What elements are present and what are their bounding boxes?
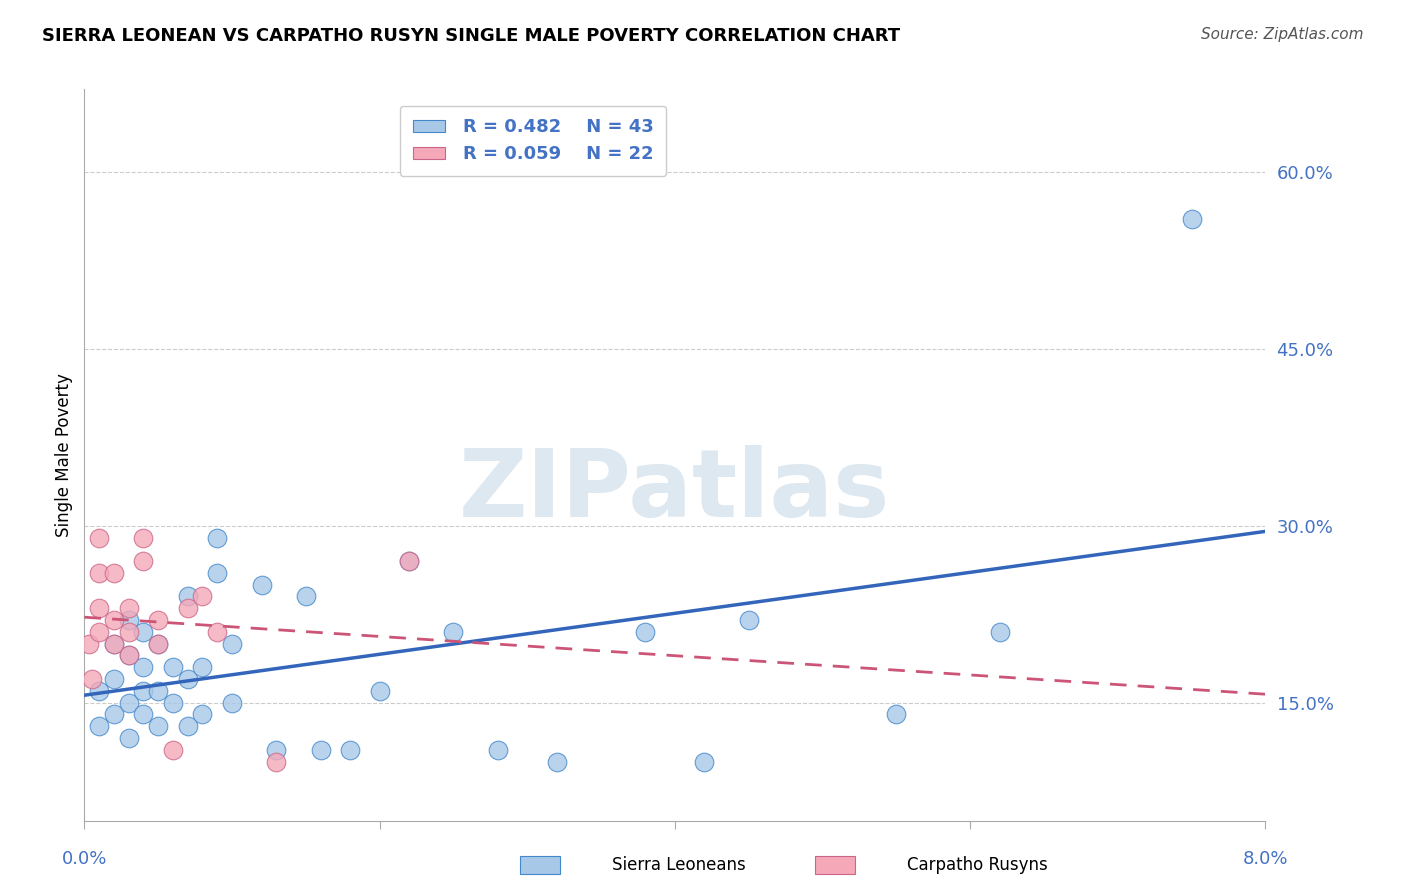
Point (77, 637, 100, 651)
Point (737, 613, 759, 627)
Point (87, 601, 111, 615)
Point (148, 637, 170, 651)
Point (221, 637, 243, 651)
Point (87, 719, 111, 733)
Point (205, 624, 228, 639)
Point (177, 719, 200, 733)
Point (118, 731, 141, 745)
Legend: R = 0.482    N = 43, R = 0.059    N = 22: R = 0.482 N = 43, R = 0.059 N = 22 (399, 105, 666, 176)
Point (339, 743, 361, 757)
Point (988, 624, 1011, 639)
Point (205, 531, 228, 545)
Point (177, 590, 200, 604)
Point (309, 743, 332, 757)
Point (295, 590, 318, 604)
Point (148, 684, 170, 698)
Point (205, 566, 228, 580)
Text: Sierra Leoneans: Sierra Leoneans (612, 856, 745, 874)
Text: 8.0%: 8.0% (1243, 850, 1288, 868)
Point (87, 531, 111, 545)
Point (118, 696, 141, 710)
Point (118, 648, 141, 663)
Text: 0.0%: 0.0% (62, 850, 107, 868)
Point (103, 707, 125, 722)
Point (486, 743, 509, 757)
Point (103, 637, 125, 651)
Point (87, 684, 111, 698)
Point (103, 672, 125, 686)
Point (191, 660, 214, 674)
Point (162, 743, 184, 757)
Point (162, 660, 184, 674)
Point (250, 577, 273, 591)
Point (132, 624, 155, 639)
Point (148, 637, 170, 651)
Text: SIERRA LEONEAN VS CARPATHO RUSYN SINGLE MALE POVERTY CORRELATION CHART: SIERRA LEONEAN VS CARPATHO RUSYN SINGLE … (42, 27, 900, 45)
Point (264, 743, 288, 757)
Point (132, 554, 155, 568)
Point (264, 755, 288, 769)
Point (886, 707, 908, 722)
Point (546, 755, 568, 769)
Point (398, 554, 420, 568)
Point (177, 672, 200, 686)
Point (1180, 211, 1202, 226)
Text: Source: ZipAtlas.com: Source: ZipAtlas.com (1201, 27, 1364, 42)
Point (103, 566, 125, 580)
Point (132, 684, 155, 698)
Point (162, 696, 184, 710)
Point (634, 624, 657, 639)
Text: Carpatho Rusyns: Carpatho Rusyns (907, 856, 1047, 874)
Point (132, 660, 155, 674)
Point (80, 672, 103, 686)
Point (177, 601, 200, 615)
Point (118, 648, 141, 663)
Point (103, 637, 125, 651)
Point (148, 613, 170, 627)
Point (118, 613, 141, 627)
Point (118, 624, 141, 639)
Y-axis label: Single Male Poverty: Single Male Poverty (55, 373, 73, 537)
Point (87, 624, 111, 639)
Point (87, 566, 111, 580)
Point (221, 696, 243, 710)
Point (132, 531, 155, 545)
Point (118, 601, 141, 615)
Point (103, 613, 125, 627)
Point (693, 755, 716, 769)
Point (398, 554, 420, 568)
Point (191, 590, 214, 604)
Point (191, 707, 214, 722)
Point (443, 624, 465, 639)
Point (368, 684, 391, 698)
Point (132, 707, 155, 722)
Point (148, 719, 170, 733)
Text: ZIPatlas: ZIPatlas (460, 445, 890, 538)
